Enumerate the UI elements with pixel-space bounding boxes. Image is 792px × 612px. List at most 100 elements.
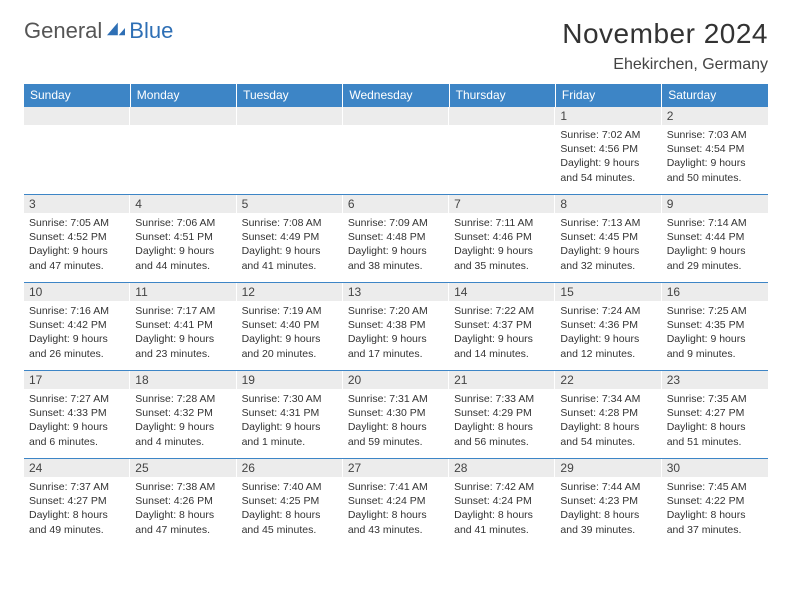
day-content: Sunrise: 7:41 AMSunset: 4:24 PMDaylight:…: [343, 477, 449, 541]
day-line: and 37 minutes.: [667, 523, 763, 537]
day-content: Sunrise: 7:14 AMSunset: 4:44 PMDaylight:…: [662, 213, 768, 277]
calendar-table: Sunday Monday Tuesday Wednesday Thursday…: [24, 84, 768, 547]
day-number: [130, 107, 236, 125]
day-line: Daylight: 8 hours: [29, 508, 125, 522]
day-content: Sunrise: 7:19 AMSunset: 4:40 PMDaylight:…: [237, 301, 343, 365]
calendar-day-cell: 26Sunrise: 7:40 AMSunset: 4:25 PMDayligh…: [237, 459, 343, 547]
day-line: Daylight: 8 hours: [560, 508, 656, 522]
day-line: and 59 minutes.: [348, 435, 444, 449]
logo-text-blue: Blue: [129, 18, 173, 44]
calendar-day-cell: 17Sunrise: 7:27 AMSunset: 4:33 PMDayligh…: [24, 371, 130, 459]
day-line: and 23 minutes.: [135, 347, 231, 361]
dayheader-monday: Monday: [130, 84, 236, 107]
calendar-day-cell: 6Sunrise: 7:09 AMSunset: 4:48 PMDaylight…: [343, 195, 449, 283]
day-content: Sunrise: 7:25 AMSunset: 4:35 PMDaylight:…: [662, 301, 768, 365]
day-line: Sunrise: 7:06 AM: [135, 216, 231, 230]
day-line: Daylight: 8 hours: [560, 420, 656, 434]
day-line: Daylight: 8 hours: [667, 420, 763, 434]
day-number: 25: [130, 459, 236, 477]
calendar-day-cell: 4 Sunrise: 7:06 AMSunset: 4:51 PMDaylight…: [130, 195, 236, 283]
day-content: Sunrise: 7:16 AMSunset: 4:42 PMDaylight:…: [24, 301, 130, 365]
calendar-week-row: 1Sunrise: 7:02 AMSunset: 4:56 PMDaylight…: [24, 107, 768, 195]
day-number: 9: [662, 195, 768, 213]
day-line: Sunset: 4:27 PM: [667, 406, 763, 420]
day-line: Sunset: 4:45 PM: [560, 230, 656, 244]
calendar-day-cell: 1Sunrise: 7:02 AMSunset: 4:56 PMDaylight…: [555, 107, 661, 195]
day-line: and 39 minutes.: [560, 523, 656, 537]
day-line: Daylight: 9 hours: [242, 420, 338, 434]
calendar-day-cell: [449, 107, 555, 195]
day-line: and 38 minutes.: [348, 259, 444, 273]
calendar-day-cell: [24, 107, 130, 195]
day-line: Sunset: 4:41 PM: [135, 318, 231, 332]
day-content: Sunrise: 7:17 AMSunset: 4:41 PMDaylight:…: [130, 301, 236, 365]
day-number: 13: [343, 283, 449, 301]
day-content: Sunrise: 7:20 AMSunset: 4:38 PMDaylight:…: [343, 301, 449, 365]
day-line: Sunrise: 7:11 AM: [454, 216, 550, 230]
day-line: Daylight: 9 hours: [135, 244, 231, 258]
calendar-day-cell: 27Sunrise: 7:41 AMSunset: 4:24 PMDayligh…: [343, 459, 449, 547]
day-number: 16: [662, 283, 768, 301]
day-number: 5: [237, 195, 343, 213]
day-line: and 45 minutes.: [242, 523, 338, 537]
day-line: and 51 minutes.: [667, 435, 763, 449]
day-line: Sunset: 4:24 PM: [454, 494, 550, 508]
day-line: Sunset: 4:29 PM: [454, 406, 550, 420]
day-line: Sunrise: 7:25 AM: [667, 304, 763, 318]
day-line: Sunset: 4:44 PM: [667, 230, 763, 244]
day-line: Sunrise: 7:35 AM: [667, 392, 763, 406]
day-content: Sunrise: 7:42 AMSunset: 4:24 PMDaylight:…: [449, 477, 555, 541]
day-line: Sunset: 4:51 PM: [135, 230, 231, 244]
day-content: [237, 125, 343, 132]
calendar-week-row: 24Sunrise: 7:37 AMSunset: 4:27 PMDayligh…: [24, 459, 768, 547]
day-line: Sunset: 4:52 PM: [29, 230, 125, 244]
day-line: Daylight: 8 hours: [454, 420, 550, 434]
day-line: and 17 minutes.: [348, 347, 444, 361]
day-content: Sunrise: 7:22 AMSunset: 4:37 PMDaylight:…: [449, 301, 555, 365]
day-line: Daylight: 9 hours: [667, 156, 763, 170]
day-line: Daylight: 9 hours: [348, 244, 444, 258]
day-line: Daylight: 9 hours: [29, 420, 125, 434]
day-content: [130, 125, 236, 132]
header: General Blue November 2024 Ehekirchen, G…: [24, 18, 768, 74]
calendar-day-cell: 13Sunrise: 7:20 AMSunset: 4:38 PMDayligh…: [343, 283, 449, 371]
calendar-day-cell: 9Sunrise: 7:14 AMSunset: 4:44 PMDaylight…: [662, 195, 768, 283]
day-line: Daylight: 9 hours: [242, 332, 338, 346]
day-content: Sunrise: 7:35 AMSunset: 4:27 PMDaylight:…: [662, 389, 768, 453]
day-line: Daylight: 9 hours: [667, 332, 763, 346]
day-line: Daylight: 8 hours: [454, 508, 550, 522]
day-content: [343, 125, 449, 132]
day-line: and 41 minutes.: [242, 259, 338, 273]
day-line: Sunset: 4:23 PM: [560, 494, 656, 508]
day-content: Sunrise: 7:13 AMSunset: 4:45 PMDaylight:…: [555, 213, 661, 277]
day-line: Sunset: 4:35 PM: [667, 318, 763, 332]
day-line: Sunrise: 7:17 AM: [135, 304, 231, 318]
day-line: and 35 minutes.: [454, 259, 550, 273]
calendar-day-cell: 7Sunrise: 7:11 AMSunset: 4:46 PMDaylight…: [449, 195, 555, 283]
calendar-day-cell: 16Sunrise: 7:25 AMSunset: 4:35 PMDayligh…: [662, 283, 768, 371]
day-line: Sunrise: 7:30 AM: [242, 392, 338, 406]
day-number: 15: [555, 283, 661, 301]
day-number: 8: [555, 195, 661, 213]
day-line: Sunrise: 7:05 AM: [29, 216, 125, 230]
calendar-day-cell: 10Sunrise: 7:16 AMSunset: 4:42 PMDayligh…: [24, 283, 130, 371]
day-line: Daylight: 9 hours: [560, 156, 656, 170]
day-number: 1: [555, 107, 661, 125]
day-line: Sunrise: 7:08 AM: [242, 216, 338, 230]
day-line: Daylight: 8 hours: [348, 508, 444, 522]
day-number: 4: [130, 195, 236, 213]
day-content: [449, 125, 555, 132]
day-line: Sunrise: 7:37 AM: [29, 480, 125, 494]
day-line: Daylight: 9 hours: [135, 420, 231, 434]
day-line: and 41 minutes.: [454, 523, 550, 537]
day-line: Daylight: 8 hours: [667, 508, 763, 522]
day-line: Sunset: 4:27 PM: [29, 494, 125, 508]
day-number: 27: [343, 459, 449, 477]
day-content: Sunrise: 7:30 AMSunset: 4:31 PMDaylight:…: [237, 389, 343, 453]
day-line: Daylight: 9 hours: [560, 332, 656, 346]
day-content: Sunrise: 7:37 AMSunset: 4:27 PMDaylight:…: [24, 477, 130, 541]
calendar-day-cell: 15Sunrise: 7:24 AMSunset: 4:36 PMDayligh…: [555, 283, 661, 371]
day-line: and 6 minutes.: [29, 435, 125, 449]
day-number: 7: [449, 195, 555, 213]
day-line: Daylight: 8 hours: [348, 420, 444, 434]
